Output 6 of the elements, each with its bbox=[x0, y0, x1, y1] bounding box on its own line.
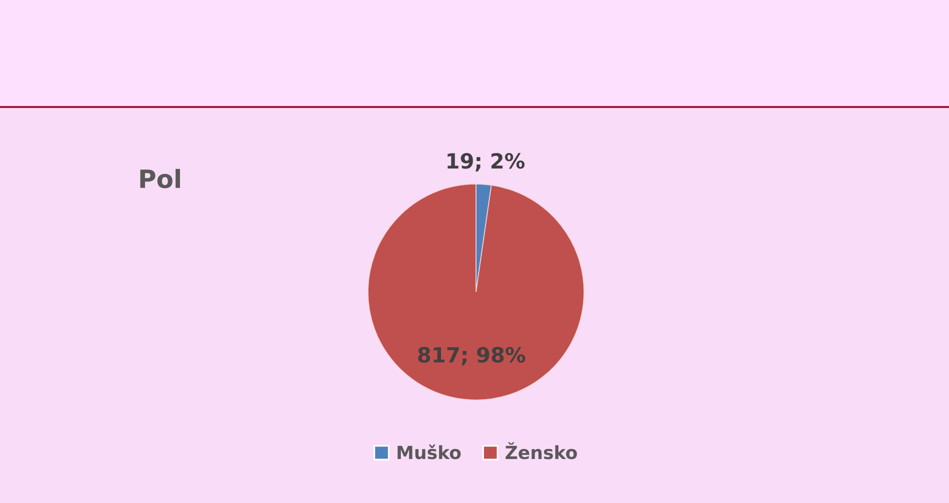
data-label: 19; 2% bbox=[448, 153, 525, 172]
pie-slice bbox=[368, 184, 584, 400]
legend-label: Žensko bbox=[506, 442, 577, 460]
legend-label: Muško bbox=[398, 444, 461, 460]
text: Pol bbox=[140, 168, 180, 188]
data-label: 817; 98% bbox=[418, 346, 526, 366]
